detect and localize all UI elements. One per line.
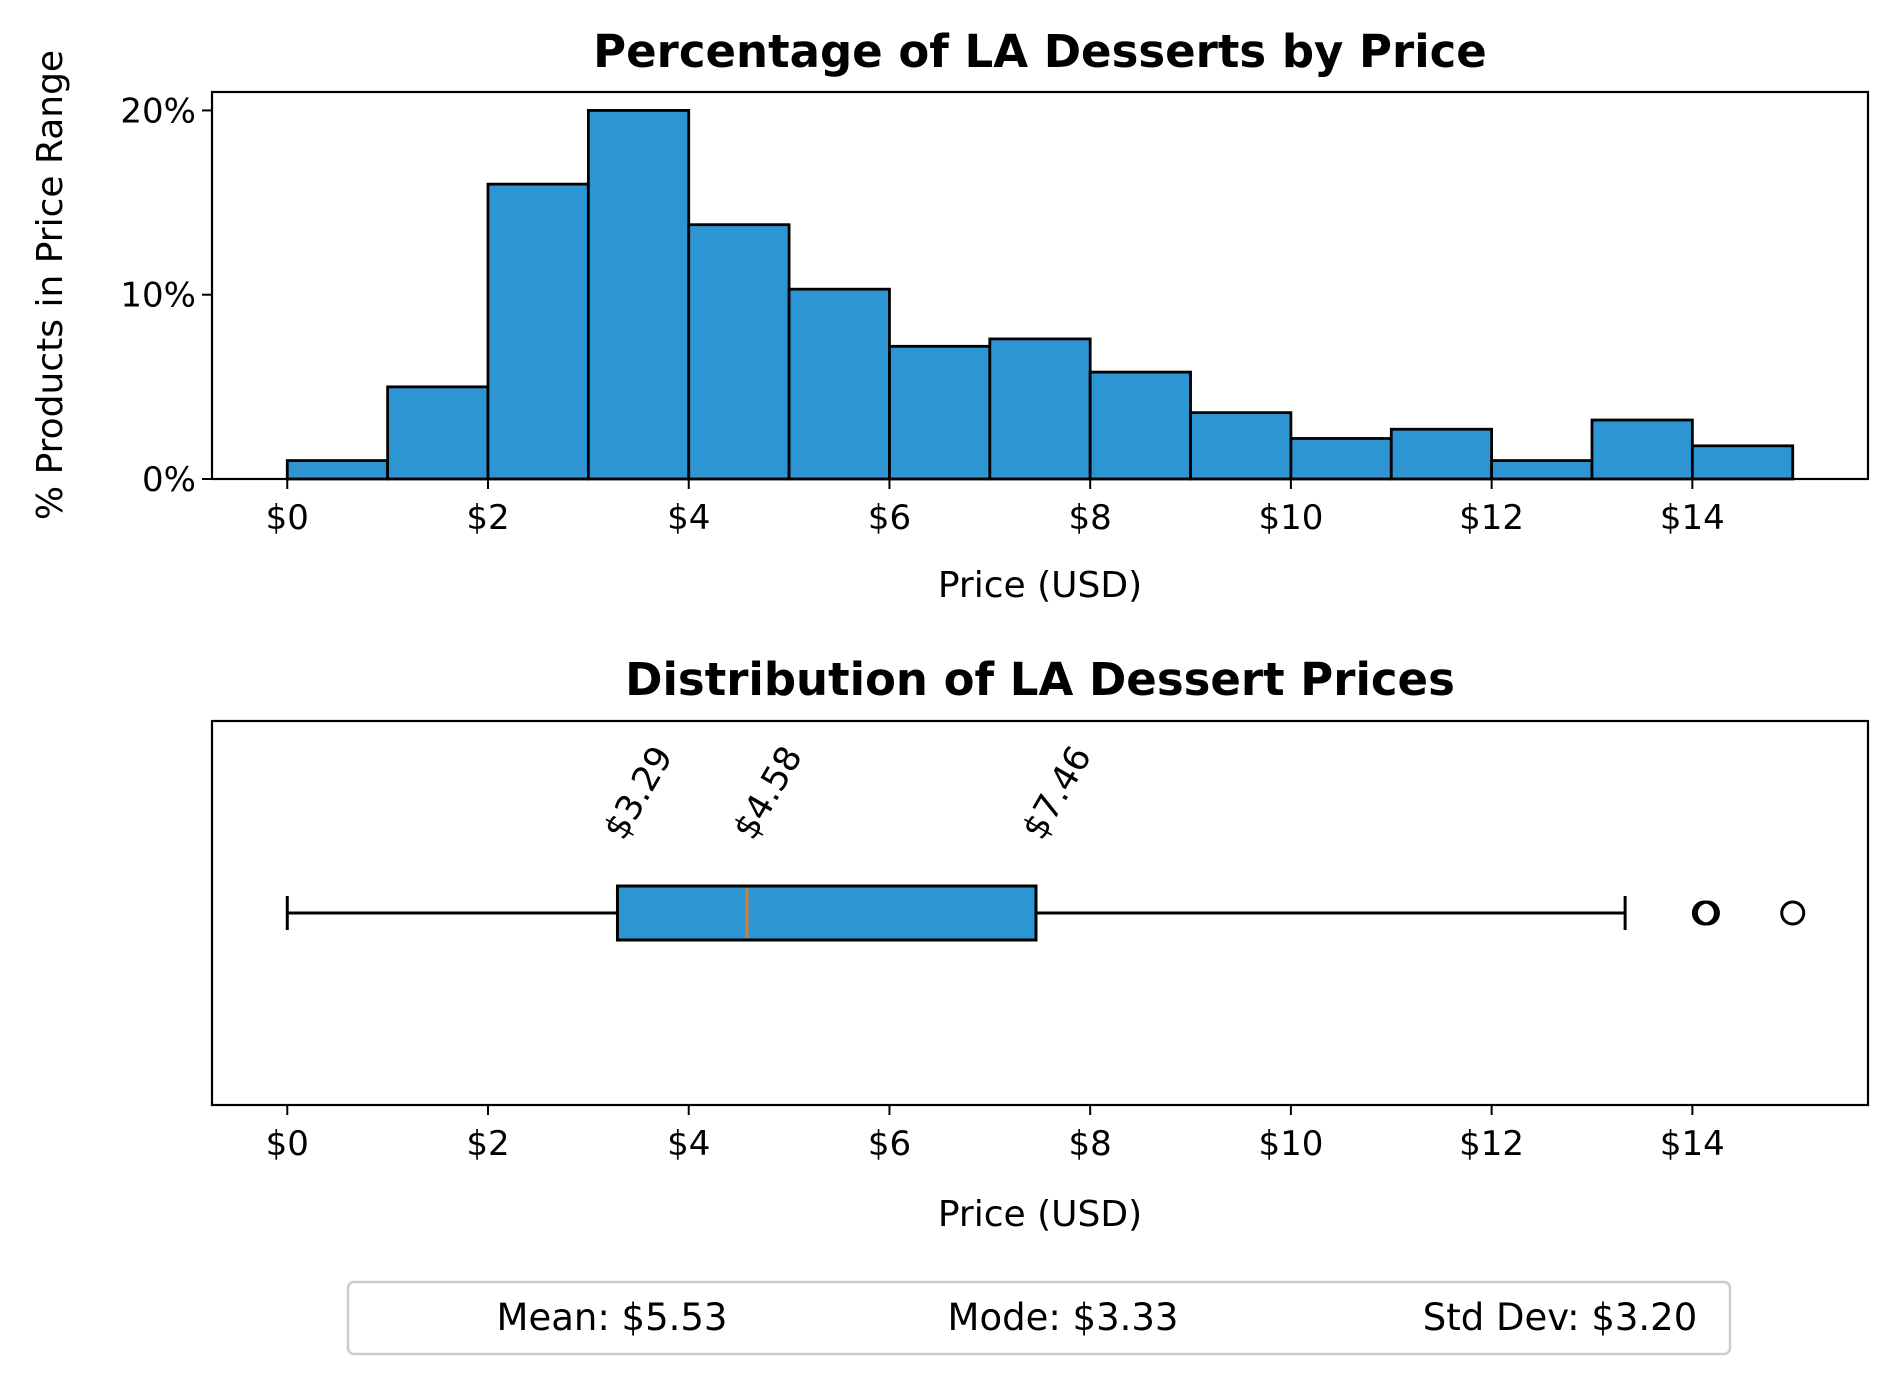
histogram-bar <box>687 223 791 481</box>
stat-std-dev: Std Dev: $3.20 <box>1423 1296 1698 1339</box>
histogram-bar <box>1088 370 1192 481</box>
histogram-bar <box>1690 444 1795 481</box>
histogram-bar <box>888 344 992 481</box>
histogram-title: Percentage of LA Desserts by Price <box>593 25 1487 78</box>
histogram-y-ticks: 0% 10% 20% <box>120 91 212 500</box>
stat-mean: Mean: $5.53 <box>497 1296 728 1339</box>
boxplot-x-tick-label: $14 <box>1660 1124 1725 1164</box>
histogram-bar <box>1490 459 1594 481</box>
histogram-x-ticks: $0 $2 $4 $6 $8 $10 $12 $14 <box>266 479 1725 538</box>
histogram-bar <box>1289 437 1393 481</box>
histogram-x-tick-label: $6 <box>868 498 911 538</box>
histogram-bar <box>1389 427 1494 481</box>
histogram-y-tick-label: 10% <box>120 276 196 316</box>
boxplot-outlier <box>1694 900 1720 926</box>
histogram-axes-frame <box>210 90 1870 481</box>
histogram-y-tick-label: 0% <box>142 460 196 500</box>
histogram-x-tick-label: $4 <box>667 498 710 538</box>
stats-box: Mean: $5.53 Mode: $3.33 Std Dev: $3.20 <box>346 1280 1732 1356</box>
histogram-x-tick-label: $0 <box>266 498 309 538</box>
boxplot-marks: $3.29 $4.58 $7.46 <box>285 740 1806 942</box>
histogram-y-tick-label: 20% <box>120 91 196 131</box>
histogram-x-tick-label: $10 <box>1258 498 1323 538</box>
boxplot-x-tick-label: $6 <box>868 1124 911 1164</box>
histogram-bar <box>988 337 1092 481</box>
boxplot-x-tick-label: $12 <box>1459 1124 1524 1164</box>
histogram-x-tick-label: $14 <box>1660 498 1725 538</box>
histogram-y-axis-label: % Products in Price Range <box>30 50 71 520</box>
boxplot-x-tick-label: $10 <box>1258 1124 1323 1164</box>
boxplot-quartile-annotation: $3.29 <box>597 740 682 847</box>
histogram-x-tick-label: $2 <box>466 498 509 538</box>
boxplot-x-ticks: $0 $2 $4 $6 $8 $10 $12 $14 <box>266 1105 1725 1164</box>
boxplot-x-axis-label: Price (USD) <box>938 1194 1142 1235</box>
boxplot-panel: Distribution of LA Dessert Prices $3.29 $… <box>210 653 1870 1235</box>
boxplot-outlier <box>1780 900 1806 926</box>
histogram-bar <box>285 459 390 481</box>
boxplot-x-tick-label: $8 <box>1069 1124 1112 1164</box>
histogram-bar <box>1189 411 1293 481</box>
histogram-bar <box>586 109 691 481</box>
boxplot-title: Distribution of LA Dessert Prices <box>625 653 1455 706</box>
boxplot-quartile-annotation: $7.46 <box>1015 740 1100 847</box>
boxplot-quartile-annotation: $4.58 <box>726 740 811 847</box>
boxplot-x-tick-label: $2 <box>466 1124 509 1164</box>
histogram-bar <box>787 287 891 481</box>
histogram-x-tick-label: $12 <box>1459 498 1524 538</box>
histogram-panel: Percentage of LA Desserts by Price $0 $2 $… <box>30 25 1870 606</box>
stats-box-frame <box>346 1280 1732 1356</box>
histogram-bars <box>285 109 1795 481</box>
stat-mode: Mode: $3.33 <box>948 1296 1179 1339</box>
boxplot-box <box>615 884 1038 942</box>
histogram-x-axis-label: Price (USD) <box>938 565 1142 606</box>
boxplot-x-tick-label: $4 <box>667 1124 710 1164</box>
histogram-bar <box>386 385 490 481</box>
histogram-bar <box>1590 418 1694 481</box>
boxplot-axes-frame <box>210 719 1870 1107</box>
histogram-x-tick-label: $8 <box>1069 498 1112 538</box>
histogram-bar <box>486 182 590 481</box>
boxplot-x-tick-label: $0 <box>266 1124 309 1164</box>
